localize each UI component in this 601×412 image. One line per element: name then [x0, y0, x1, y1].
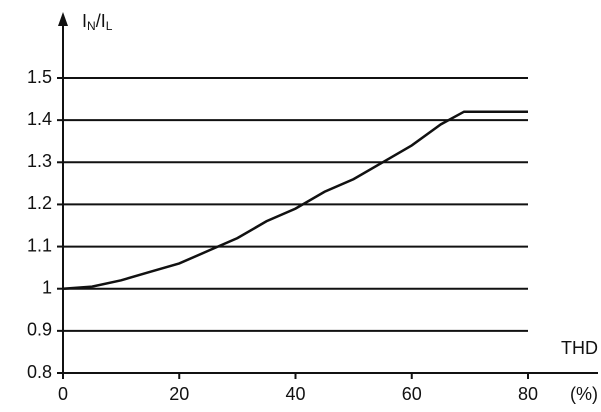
y-tick-label: 0.8: [27, 362, 52, 382]
y-axis-arrow: [58, 12, 68, 26]
x-tick-label: 60: [402, 384, 422, 404]
y-tick-label: 1.2: [27, 193, 52, 213]
data-line: [62, 110, 528, 290]
y-tick-label: 0.9: [27, 320, 52, 340]
x-axis-label: THD: [561, 338, 598, 358]
y-tick-label: 1.5: [27, 67, 52, 87]
x-tick-label: 0: [58, 384, 68, 404]
x-tick-label: 20: [169, 384, 189, 404]
y-tick-label: 1.3: [27, 151, 52, 171]
x-tick-label: 40: [285, 384, 305, 404]
x-tick-label: 80: [518, 384, 538, 404]
y-tick-label: 1: [42, 277, 52, 297]
y-tick-label: 1.4: [27, 109, 52, 129]
y-tick-label: 1.1: [27, 235, 52, 255]
x-axis-unit: (%): [570, 384, 598, 404]
y-axis-label: IN/IL: [82, 11, 113, 33]
